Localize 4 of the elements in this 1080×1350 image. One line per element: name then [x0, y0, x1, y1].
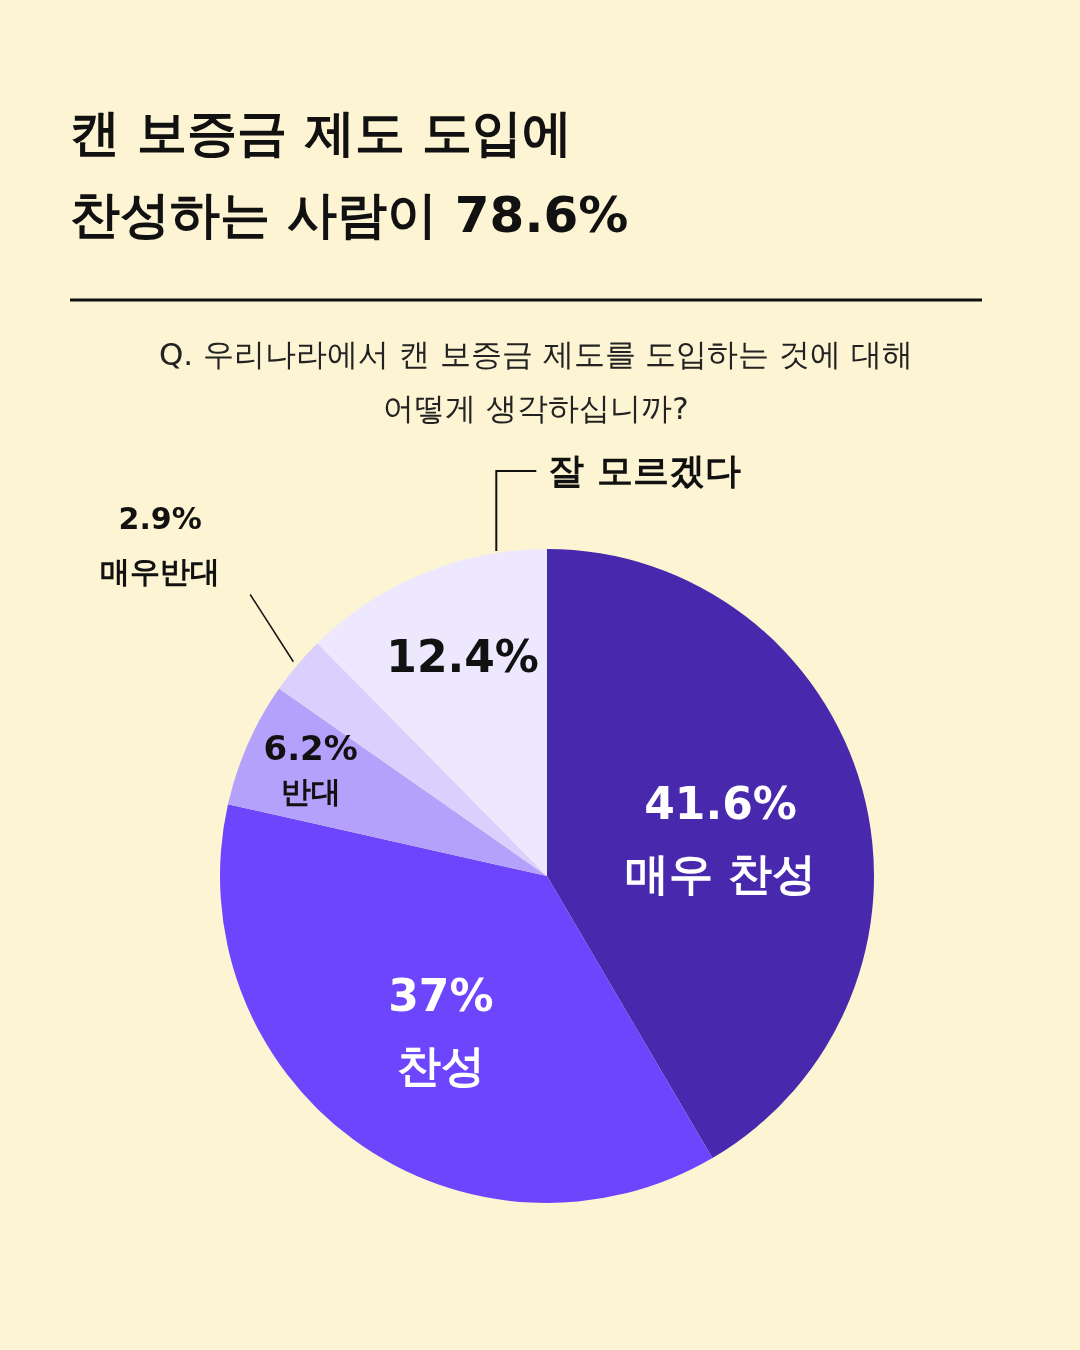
subtitle: Q. 우리나라에서 캔 보증금 제도를 도입하는 것에 대해: [158, 336, 914, 372]
title: 캔 보증금 제도 도입에: [70, 104, 573, 162]
subtitle: 어떻게 생각하십니까?: [383, 390, 689, 426]
title: 찬성하는 사람이 78.6%: [70, 186, 629, 244]
